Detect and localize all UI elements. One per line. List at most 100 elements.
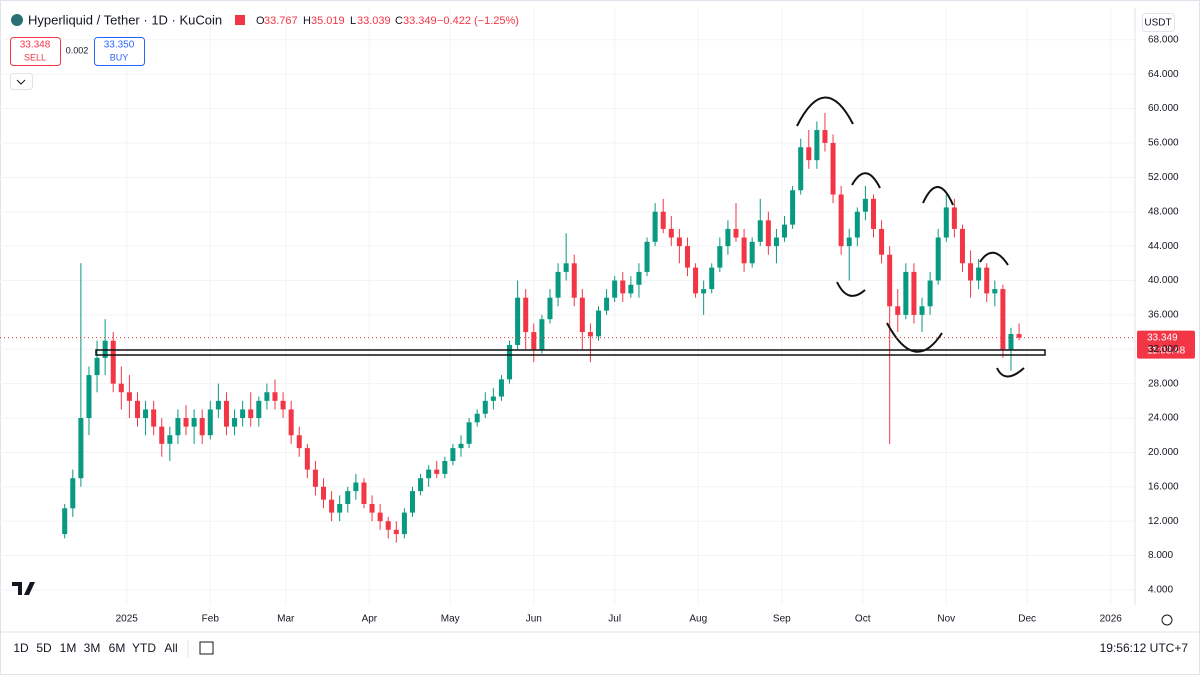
grid [0, 8, 1135, 605]
candle-body [636, 271, 642, 285]
candle-body [806, 147, 812, 161]
candle-body [264, 392, 270, 401]
candle-body [668, 228, 674, 238]
candle-body [369, 503, 375, 513]
x-tick-label: Feb [202, 614, 220, 625]
range-button[interactable]: 1D [13, 641, 29, 655]
y-tick-label: 24.000 [1148, 413, 1179, 424]
currency: USDT [1144, 18, 1171, 29]
drawing-arc [836, 281, 866, 297]
candle-body [838, 194, 844, 247]
date-range-icon[interactable] [199, 641, 214, 655]
y-tick-label: 36.000 [1148, 310, 1179, 321]
settings-icon[interactable] [1161, 614, 1173, 626]
candle-body [992, 289, 998, 294]
candle-body [248, 409, 254, 419]
candle-body [199, 418, 205, 436]
candle-body [498, 379, 504, 397]
last-price-tag [1137, 330, 1195, 359]
candle-body [652, 211, 658, 242]
candle-body [959, 228, 965, 264]
sell-button[interactable] [10, 37, 61, 66]
candle-body [458, 443, 464, 449]
candle-body [232, 418, 238, 427]
candle-body [94, 357, 100, 376]
drawing-arc [886, 322, 943, 353]
candle-body [515, 297, 521, 345]
candle-body [765, 220, 771, 247]
candle-body [256, 400, 262, 419]
y-tick-label: 32.000 [1148, 344, 1179, 355]
candles [62, 112, 1022, 543]
candle-body [814, 130, 820, 161]
x-tick-label: Jul [608, 614, 621, 625]
candle-body [676, 237, 682, 247]
candle-body [854, 211, 860, 238]
candle-body [401, 512, 407, 535]
logo [12, 582, 35, 595]
candle-body [151, 409, 157, 427]
range-button[interactable]: 1M [60, 641, 77, 655]
buy-button[interactable] [94, 37, 145, 66]
candle-body [482, 400, 488, 414]
candle-body [943, 207, 949, 238]
candle-body [312, 469, 318, 487]
ohlc-key: H [303, 15, 311, 27]
x-tick-label: May [441, 614, 460, 625]
candle-body [919, 306, 925, 315]
candle-body [288, 409, 294, 436]
candle-body [126, 392, 132, 401]
candle-body [644, 241, 650, 272]
candle-body [709, 267, 715, 290]
candle-body [1008, 334, 1014, 350]
y-tick-label: 20.000 [1148, 447, 1179, 458]
candle-body [191, 418, 197, 427]
candle-body [272, 392, 278, 401]
candle-body [207, 409, 213, 436]
collapse-button[interactable] [10, 73, 33, 90]
candle-body [935, 237, 941, 281]
candle-body [321, 486, 327, 500]
candle-body [337, 503, 343, 513]
x-tick-label: Dec [1018, 614, 1036, 625]
candle-body [78, 418, 84, 479]
range-button[interactable]: YTD [132, 641, 156, 655]
candle-body [143, 409, 149, 419]
candle-body [911, 271, 917, 315]
sell-label: SELL [24, 52, 46, 62]
range-button[interactable]: 5D [36, 641, 52, 655]
candle-body [547, 297, 553, 320]
clock: 19:56:12 UTC+7 [1100, 641, 1189, 655]
candle-body [223, 400, 229, 427]
ohlc-key: O [256, 15, 265, 27]
candle-body [571, 263, 577, 298]
candle-body [426, 469, 432, 479]
candle-body [409, 491, 415, 513]
range-button[interactable]: 3M [84, 641, 101, 655]
drawing-arc [922, 186, 954, 206]
drawing-arc [979, 251, 1009, 266]
candle-body [329, 499, 335, 513]
range-button[interactable]: 6M [109, 641, 126, 655]
buy-label: BUY [110, 52, 129, 62]
spread: 0.002 [66, 45, 89, 55]
x-tick-label: Aug [689, 614, 707, 625]
candle-body [377, 512, 383, 522]
candle-body [579, 297, 585, 333]
candle-body [757, 220, 763, 242]
candle-body [725, 228, 731, 247]
range-button[interactable]: All [164, 641, 177, 655]
last-price: 33.349 11:03:48 [0, 330, 1195, 359]
candle-body [70, 478, 76, 509]
candle-body [984, 267, 990, 294]
candle-body [418, 478, 424, 492]
x-tick-label: Nov [937, 614, 955, 625]
candle-body [968, 263, 974, 281]
candle-body [345, 491, 351, 504]
candle-body [62, 508, 68, 535]
support-box [95, 349, 1046, 356]
x-tick-label: Jun [526, 614, 542, 625]
buy-price: 33.350 [104, 40, 135, 51]
candle-body [183, 418, 189, 427]
currency-button[interactable] [1142, 13, 1175, 32]
